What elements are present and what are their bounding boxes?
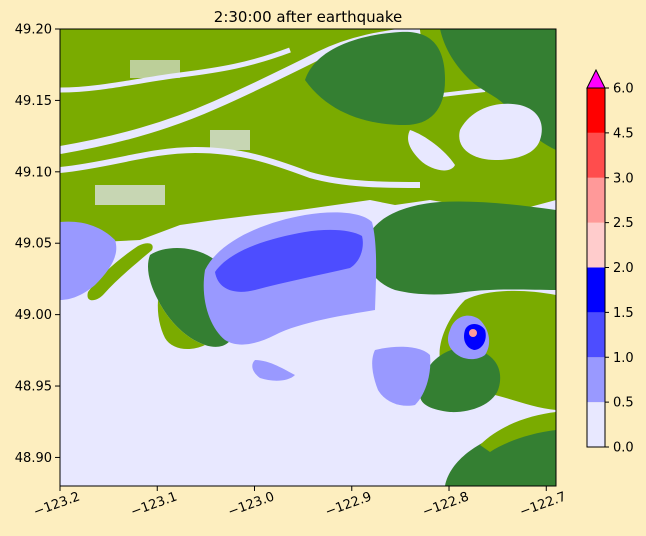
north-bay-arm: [408, 130, 455, 171]
y-tick-label: 49.20: [15, 23, 52, 38]
lowland-patch: [130, 60, 180, 78]
colorbar-tick-label: 6.0: [613, 82, 634, 97]
y-tick-label: 49.05: [15, 237, 52, 252]
y-tick-label: 48.95: [15, 380, 52, 395]
x-tick-label: −122.9: [323, 489, 373, 520]
x-tick-label: −123.1: [129, 489, 179, 520]
colorbar-bin: [587, 132, 605, 178]
colorbar-bin: [587, 312, 605, 358]
x-tick-label: −123.2: [32, 489, 82, 520]
x-axis: −123.2 −123.1 −123.0 −122.9 −122.8 −122.7: [32, 486, 568, 520]
colorbar-bin: [587, 88, 605, 133]
y-tick-label: 48.90: [15, 451, 52, 466]
x-tick-label: −122.7: [518, 489, 568, 520]
colorbar-tick-label: 4.5: [613, 126, 634, 141]
flood-semiahmoo-core: [464, 324, 486, 350]
river-south-arm: [60, 146, 421, 188]
flood-hotspot: [469, 329, 477, 337]
colorbar-bin: [587, 402, 605, 447]
y-tick-label: 49.00: [15, 308, 52, 323]
colorbar-tick-label: 2.0: [613, 261, 634, 276]
colorbar-bin: [587, 177, 605, 223]
tsawwassen-spit: [87, 243, 153, 301]
flood-boundary-bay-deep: [215, 229, 363, 292]
colorbar-extend-arrow: [586, 68, 606, 89]
land-south-low: [480, 412, 556, 452]
x-tick-label: −122.8: [421, 489, 471, 520]
colorbar-tick-label: 3.0: [613, 171, 634, 186]
x-tick-label: −123.0: [226, 489, 276, 520]
highland-north: [305, 31, 445, 125]
peninsula-southeast-high: [420, 347, 501, 413]
colorbar: 0.0 0.5 1.0 1.5 2.0 2.5 3.0 4.5 6.0: [586, 68, 634, 456]
colorbar-bin: [587, 267, 605, 313]
colorbar-tick-label: 0.5: [613, 396, 634, 411]
lowland-patch: [95, 185, 165, 205]
y-axis: 49.20 49.15 49.10 49.05 49.00 48.95 48.90: [15, 23, 60, 466]
plot-title: 2:30:00 after earthquake: [214, 8, 402, 26]
northeast-bay: [459, 103, 542, 160]
flood-south-lobe: [372, 346, 431, 406]
flood-south-tongue: [252, 360, 295, 381]
flood-west: [60, 221, 117, 300]
y-tick-label: 49.15: [15, 94, 52, 109]
colorbar-tick-label: 1.0: [613, 351, 634, 366]
colorbar-bin: [587, 357, 605, 403]
plot-frame: [59, 28, 557, 487]
colorbar-tick-label: 2.5: [613, 216, 634, 231]
y-tick-label: 49.10: [15, 165, 52, 180]
colorbar-tick-label: 0.0: [613, 441, 634, 456]
colorbar-bin: [587, 222, 605, 268]
point-roberts-low: [157, 300, 205, 350]
map-area: [60, 29, 556, 486]
colorbar-tick-label: 1.5: [613, 306, 634, 321]
highland-east: [364, 201, 556, 295]
lowland-patch: [210, 130, 250, 150]
